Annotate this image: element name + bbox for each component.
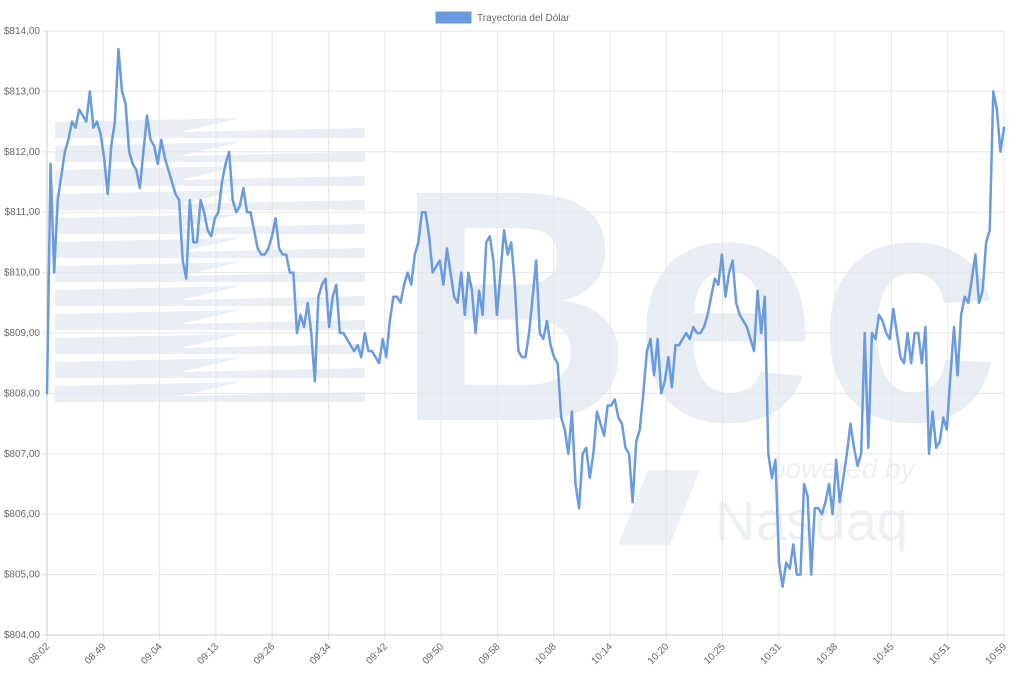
y-tick-label: $808,00: [4, 388, 41, 399]
x-tick-label: 10:45: [871, 641, 897, 667]
y-tick-label: $806,00: [4, 509, 41, 520]
watermark-stripe: [55, 310, 365, 330]
x-tick-label: 10:20: [646, 641, 672, 667]
chart-series: [45, 47, 1006, 588]
watermark-stripe: [55, 262, 365, 282]
x-tick-label: 09:42: [364, 641, 390, 667]
watermark-brand-text: Nasdaq: [715, 489, 908, 552]
y-tick-label: $811,00: [5, 207, 41, 218]
x-tick-label: 10:59: [984, 641, 1010, 667]
x-tick-label: 10:14: [590, 641, 616, 667]
y-tick-label: $807,00: [4, 449, 41, 460]
watermark-logo-text: Bec: [395, 121, 1000, 490]
y-tick-label: $805,00: [4, 570, 41, 581]
watermark-stripe: [55, 118, 365, 138]
watermark-stripe: [55, 382, 365, 402]
y-tick-label: $814,00: [4, 26, 41, 37]
x-tick-label: 08:49: [83, 641, 109, 667]
watermark-stripe: [55, 214, 365, 234]
x-tick-label: 09:34: [308, 641, 334, 667]
x-tick-label: 09:13: [196, 641, 222, 667]
watermark-logo-stripes: [55, 118, 365, 402]
x-tick-label: 08:02: [27, 641, 53, 667]
x-tick-label: 10:31: [758, 641, 784, 667]
watermark-stripe: [55, 286, 365, 306]
x-tick-label: 10:08: [533, 641, 559, 667]
legend-swatch: [435, 11, 472, 24]
y-tick-label: $810,00: [4, 268, 41, 279]
x-tick-label: 10:25: [702, 641, 728, 667]
watermark-stripe: [55, 166, 365, 186]
y-tick-label: $809,00: [4, 328, 41, 339]
nasdaq-logo-icon: [618, 470, 700, 545]
watermark-stripe: [55, 358, 365, 378]
y-tick-label: $812,00: [4, 147, 41, 158]
x-tick-label: 10:38: [815, 641, 841, 667]
watermark-stripe: [55, 190, 365, 210]
series-line-dolar: [45, 47, 1006, 588]
x-tick-label: 10:51: [927, 641, 953, 667]
watermark-stripe: [55, 238, 365, 258]
x-tick-label: 09:04: [139, 641, 165, 667]
legend-label: Trayectoria del Dólar: [477, 13, 570, 24]
x-tick-label: 09:50: [421, 641, 447, 667]
x-tick-label: 09:58: [477, 641, 503, 667]
chart-legend[interactable]: Trayectoria del Dólar: [435, 11, 570, 24]
watermark-stripe: [55, 334, 365, 354]
x-tick-label: 09:26: [252, 641, 278, 667]
y-tick-label: $804,00: [4, 630, 41, 641]
watermark-stripe: [55, 142, 365, 162]
y-tick-label: $813,00: [4, 86, 41, 97]
